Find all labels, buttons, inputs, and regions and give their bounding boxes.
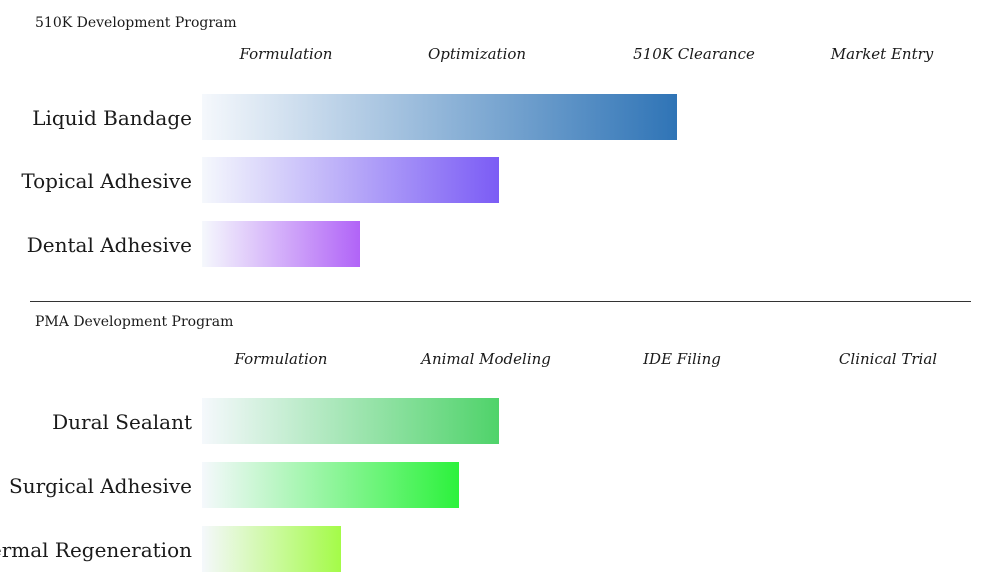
bar-row: Liquid Bandage — [0, 94, 1000, 142]
bar-track — [202, 398, 972, 444]
bar-track — [202, 157, 972, 203]
bar — [202, 157, 499, 203]
chart-title: PMA Development Program — [35, 314, 234, 330]
stage-label: Clinical Trial — [838, 350, 938, 368]
bar-row: Dural Sealant — [0, 398, 1000, 446]
category-label: Topical Adhesive — [21, 169, 192, 193]
stage-label: Market Entry — [830, 45, 934, 63]
category-label: Dural Sealant — [52, 410, 192, 434]
category-label: Dental Adhesive — [26, 233, 192, 257]
stage-label: Formulation — [234, 350, 328, 368]
chart-title: 510K Development Program — [35, 15, 237, 31]
bar — [202, 462, 460, 508]
bar — [202, 221, 361, 267]
bar — [202, 526, 341, 572]
category-label: Dermal Regeneration — [0, 538, 192, 562]
category-label: Surgical Adhesive — [9, 474, 192, 498]
bar — [202, 398, 499, 444]
stage-label: Animal Modeling — [421, 350, 551, 368]
bar-row: Topical Adhesive — [0, 157, 1000, 205]
bar-row: Surgical Adhesive — [0, 462, 1000, 510]
pma-program-chart: PMA Development Program Formulation Anim… — [0, 305, 1000, 576]
stage-label: Optimization — [427, 45, 527, 63]
bar-track — [202, 462, 972, 508]
510k-program-chart: 510K Development Program Formulation Opt… — [0, 15, 1000, 269]
bar — [202, 94, 678, 140]
stage-label: Formulation — [239, 45, 333, 63]
stage-label: IDE Filing — [643, 350, 721, 368]
bar-track — [202, 221, 972, 267]
section-divider — [30, 301, 971, 302]
bar-track — [202, 526, 972, 572]
bar-row: Dermal Regeneration — [0, 526, 1000, 574]
bar-track — [202, 94, 972, 140]
category-label: Liquid Bandage — [32, 106, 192, 130]
bar-row: Dental Adhesive — [0, 221, 1000, 269]
stage-label: 510K Clearance — [633, 45, 755, 63]
